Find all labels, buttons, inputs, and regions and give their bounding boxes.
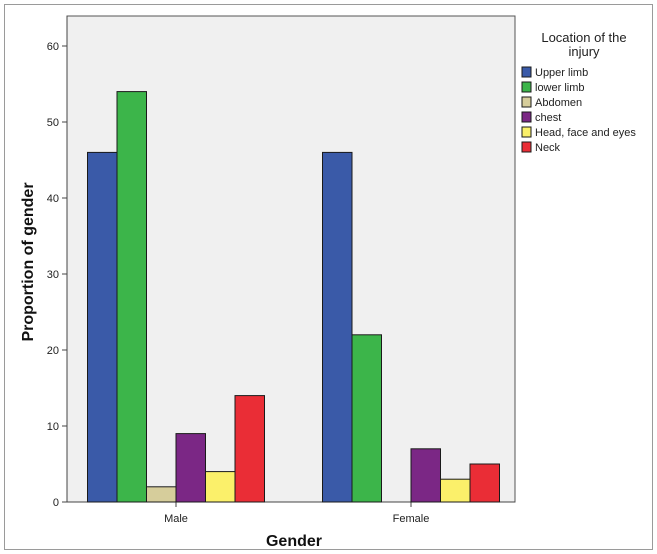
legend-swatch [521, 66, 532, 78]
bar [205, 471, 236, 503]
bar [351, 334, 382, 503]
bar [410, 448, 441, 503]
x-axis-title: Gender [266, 533, 322, 550]
legend-swatch [521, 141, 532, 153]
y-tick-label: 60 [47, 41, 59, 53]
legend-swatch [521, 111, 532, 123]
y-axis-title: Proportion of gender [20, 182, 37, 341]
y-tick-label: 50 [47, 117, 59, 129]
bar [116, 91, 147, 503]
legend: Location of the injury Upper limb lower l… [521, 30, 636, 154]
bar [234, 395, 265, 503]
legend-label: Abdomen [535, 97, 582, 109]
legend-label: lower limb [535, 82, 585, 94]
legend-label: Head, face and eyes [535, 127, 636, 139]
x-axis: Male Female [67, 501, 515, 525]
legend-swatch [521, 96, 532, 108]
legend-swatch [521, 126, 532, 138]
legend-title-line-2: injury [568, 44, 600, 59]
legend-title-line-1: Location of the [541, 30, 626, 45]
legend-label: Upper limb [535, 67, 588, 79]
y-tick-label: 10 [47, 421, 59, 433]
bar [322, 151, 353, 503]
y-tick-label: 0 [53, 497, 59, 509]
legend-label: chest [535, 112, 561, 124]
bar [469, 463, 500, 503]
y-tick-label: 20 [47, 345, 59, 357]
bars [87, 91, 500, 503]
y-tick-label: 40 [47, 193, 59, 205]
y-axis: 0 10 20 30 40 50 60 [47, 16, 68, 509]
bar [440, 478, 471, 503]
bar [87, 151, 118, 503]
y-tick-label: 30 [47, 269, 59, 281]
legend-label: Neck [535, 142, 561, 154]
bar [146, 486, 177, 503]
x-tick-label: Male [164, 513, 188, 525]
legend-swatch [521, 81, 532, 93]
bar [175, 433, 206, 503]
x-tick-label: Female [393, 513, 430, 525]
